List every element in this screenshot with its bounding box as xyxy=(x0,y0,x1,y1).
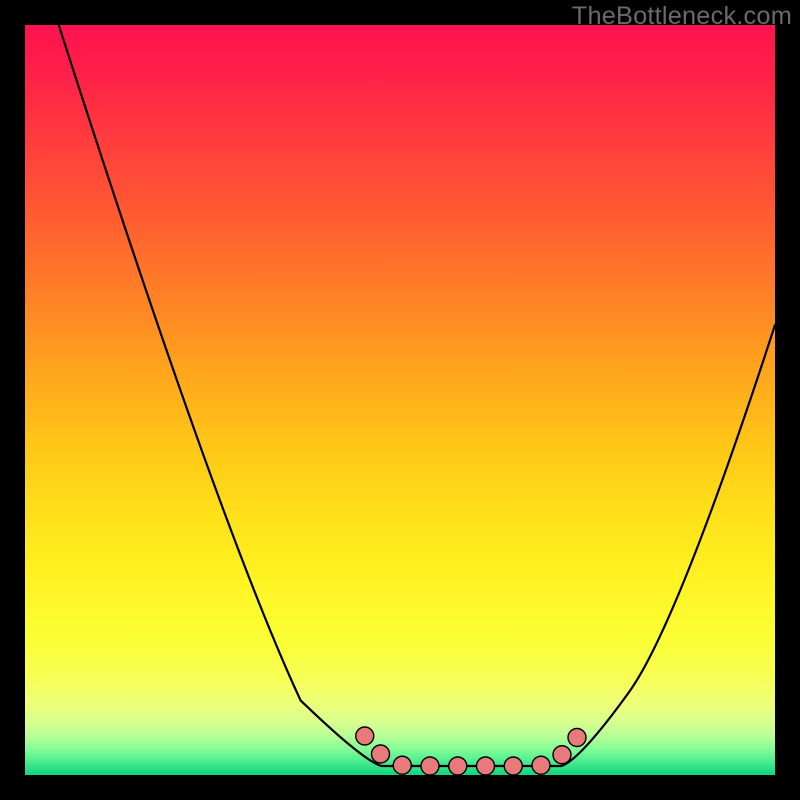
marker-point xyxy=(532,756,550,774)
plot-area xyxy=(25,25,775,775)
marker-point xyxy=(449,757,467,775)
marker-point xyxy=(372,745,390,763)
marker-point xyxy=(568,729,586,747)
marker-point xyxy=(504,757,522,775)
gradient-background xyxy=(25,25,775,775)
marker-point xyxy=(356,727,374,745)
marker-point xyxy=(553,746,571,764)
marker-point xyxy=(477,757,495,775)
marker-point xyxy=(421,757,439,775)
marker-point xyxy=(393,756,411,774)
figure-frame: TheBottleneck.com xyxy=(0,0,800,800)
plot-svg xyxy=(25,25,775,775)
watermark: TheBottleneck.com xyxy=(572,2,792,31)
